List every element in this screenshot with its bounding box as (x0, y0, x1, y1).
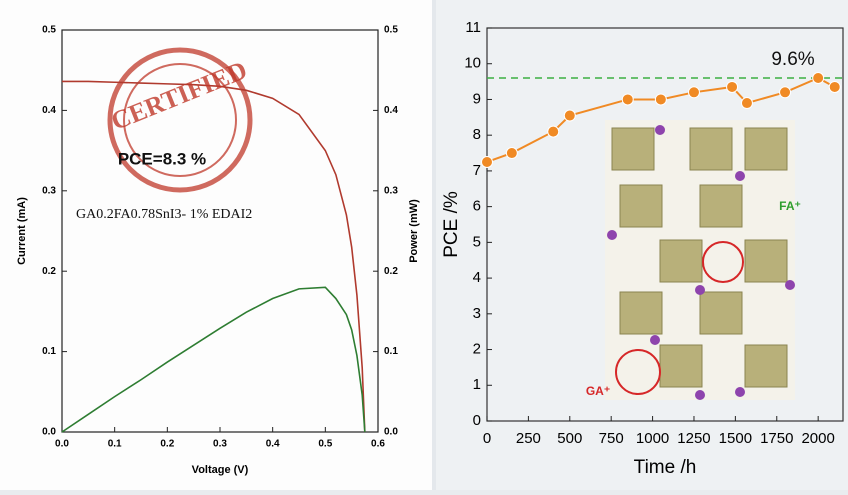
y-tick-label: 5 (473, 233, 481, 250)
y-tick-label: 10 (464, 55, 481, 72)
y-tick-label: 7 (473, 162, 481, 179)
y2-tick-label: 0.4 (384, 105, 398, 116)
data-point (779, 86, 792, 99)
highlight-circle (615, 349, 661, 395)
y-tick-label: 3 (473, 305, 481, 322)
octahedra (611, 127, 788, 388)
series-line (61, 286, 366, 433)
stamp-ring (123, 63, 237, 177)
x-tick-label: 0.6 (371, 439, 385, 450)
plot-frame (486, 27, 844, 422)
x-tick-label: 0.3 (213, 439, 227, 450)
highlight-circle (702, 241, 744, 283)
y-axis-label: PCE /% (441, 191, 462, 258)
x-axis-label: Time /h (634, 457, 697, 478)
y-tick-label: 8 (473, 126, 481, 143)
y-tick-label: 0.5 (42, 25, 56, 36)
y-tick-label: 0.3 (42, 185, 56, 196)
y-tick-label: 0.0 (42, 427, 56, 438)
data-point (481, 155, 493, 168)
data-point (687, 86, 700, 99)
y2-tick-label: 0.0 (384, 427, 398, 438)
stamp-ring (107, 47, 253, 193)
x-tick-label: 0.4 (266, 439, 280, 450)
data-point (505, 147, 518, 160)
x-tick-label: 500 (557, 430, 582, 447)
data-point (726, 80, 739, 93)
y-axis-label: Current (mA) (16, 197, 28, 265)
y-tick-label: 6 (473, 198, 481, 215)
y-tick-label: 0.4 (42, 105, 56, 116)
x-tick-label: 1250 (677, 430, 710, 447)
data-point (547, 125, 560, 138)
annotation: GA0.2FA0.78SnI3- 1% EDAI2 (76, 207, 252, 222)
y-tick-label: 1 (473, 376, 481, 393)
data-point (621, 93, 634, 106)
y2-tick-label: 0.5 (384, 25, 398, 36)
x-tick-label: 0.5 (318, 439, 332, 450)
inset (605, 120, 795, 400)
x-tick-label: 250 (516, 430, 541, 447)
x-tick-label: 0 (483, 430, 491, 447)
data-point (563, 109, 576, 122)
x-axis-label: Voltage (V) (192, 464, 249, 476)
x-tick-label: 1000 (636, 430, 669, 447)
inset-label: GA⁺ (586, 384, 610, 398)
x-tick-label: 1500 (719, 430, 752, 447)
y2-tick-label: 0.1 (384, 346, 398, 357)
series-line (486, 76, 836, 163)
x-tick-label: 1750 (760, 430, 793, 447)
data-point (828, 80, 841, 93)
reference-label: 9.6% (771, 49, 814, 70)
data-point (812, 72, 825, 85)
series-line (62, 80, 366, 433)
y-tick-label: 11 (465, 19, 481, 36)
y-tick-label: 9 (473, 90, 481, 107)
inset-label: FA⁺ (779, 199, 801, 213)
data-point (654, 93, 667, 106)
y2-tick-label: 0.2 (384, 266, 398, 277)
x-tick-label: 2000 (801, 430, 834, 447)
x-tick-label: 0.2 (160, 439, 174, 450)
iodide-atoms (607, 125, 795, 400)
y2-axis-label: Power (mW) (408, 199, 420, 263)
stamp (107, 47, 253, 193)
y2-tick-label: 0.3 (384, 185, 398, 196)
y-tick-label: 0.1 (42, 346, 56, 357)
y-tick-label: 0 (473, 412, 481, 429)
annotation: PCE=8.3 % (118, 149, 206, 168)
y-tick-label: 0.2 (42, 266, 56, 277)
x-tick-label: 0.1 (108, 439, 122, 450)
y-tick-label: 4 (473, 269, 481, 286)
x-tick-label: 750 (599, 430, 624, 447)
y-tick-label: 2 (473, 341, 481, 358)
data-point (740, 97, 753, 110)
x-tick-label: 0.0 (55, 439, 69, 450)
